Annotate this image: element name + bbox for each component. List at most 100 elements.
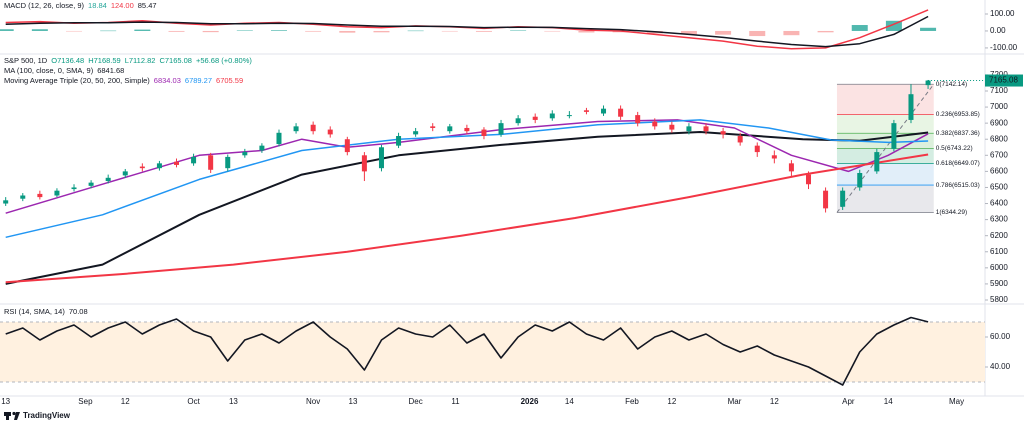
x-tick-label: Oct [187,397,200,406]
histogram-bar [817,30,834,33]
histogram-bar [885,20,902,31]
fib-label: 0.236(6953.85) [936,111,980,118]
candle-body [327,129,333,135]
y-tick-label: 6800 [990,134,1008,143]
candle-body [396,136,402,146]
histogram-bar [578,30,595,33]
ohlc-value: L7112.82 [124,56,156,65]
x-tick-label: Apr [842,397,855,406]
candle-body [823,190,829,209]
x-tick-label: 2026 [521,397,539,406]
y-tick-label: 6500 [990,183,1008,192]
candle-body [618,108,624,117]
candle-body [669,124,675,130]
candle-body [566,115,572,117]
candle-body [71,187,77,190]
histogram-bar [66,30,83,32]
fib-label: 0.618(6649.07) [936,160,980,167]
y-tick-label: 6600 [990,166,1008,175]
candle-body [908,94,914,120]
macd-header: MACD (12, 26, close, 9) 18.84 124.00 85.47 [4,1,161,11]
candle-body [156,163,162,169]
histogram-bar [783,30,800,36]
x-tick-label: 13 [1,397,10,406]
fib-label: 1(6344.29) [936,209,967,216]
y-tick-label: 7000 [990,102,1008,111]
candle-body [652,121,658,127]
candle-body [225,156,231,169]
x-tick-label: 12 [667,397,676,406]
y-tick-label: 6100 [990,247,1008,256]
header-row: S&P 500, 1D O7136.48 H7168.59 L7112.82 C7165… [4,56,256,66]
indicator-title: MACD (12, 26, close, 9) [4,1,85,10]
y-tick-label: 5900 [990,279,1008,288]
last-price-tag [985,74,1023,87]
y-tick-label: 6000 [990,263,1008,272]
candle-body [737,136,743,143]
indicator-value: 124.00 [110,1,134,10]
candle-body [139,166,145,169]
y-tick-label: 40.00 [990,362,1011,371]
candle-body [703,126,709,132]
histogram-bar [134,29,151,31]
x-tick-label: 14 [884,397,893,406]
candle-body [242,152,248,156]
histogram-bar [168,30,185,32]
candle-body [532,116,538,120]
candle-body [413,131,419,135]
y-tick-label: -100.00 [990,43,1018,52]
histogram-bar [0,29,14,31]
fib-zone [836,114,934,134]
indicator-title: RSI (14, SMA, 14) [4,307,65,316]
candle-body [601,108,607,114]
y-tick-label: 60.00 [990,332,1011,341]
moving-average [5,131,929,285]
histogram-bar [373,30,390,33]
fib-label: 0(7142.14) [936,81,967,88]
candle-body [549,113,555,119]
rsi-line [5,316,929,386]
brand-name: TradingView [23,411,71,420]
macd-line [5,9,929,50]
fib-trend [836,83,935,213]
x-tick-label: Mar [728,397,742,406]
candle-body [515,118,521,124]
symbol-title: S&P 500, 1D [4,56,48,65]
indicator-title: MA (100, close, 0, SMA, 9) [4,66,94,75]
histogram-bar [544,30,561,32]
candle-body [481,129,487,137]
indicator-title: Moving Average Triple (20, 50, 200, Simp… [4,76,150,85]
candle-body [174,161,180,165]
histogram-bar [31,29,48,31]
candle-body [447,126,453,132]
candle-body [378,147,384,169]
candle-body [105,177,111,182]
y-tick-label: 100.00 [990,9,1015,18]
x-tick-label: Sep [78,397,93,406]
histogram-bar [339,30,356,33]
histogram-bar [407,30,424,32]
y-tick-label: 6700 [990,150,1008,159]
indicator-value: 6789.27 [184,76,213,85]
header-row: RSI (14, SMA, 14) 70.08 [4,307,92,317]
ohlc-value: O7136.48 [51,56,85,65]
histogram-bar [475,30,492,32]
candle-body [344,139,350,153]
candle-body [122,171,128,176]
histogram-bar [510,30,527,31]
histogram-bar [305,30,322,32]
fib-zone [836,84,934,115]
histogram-bar [680,30,697,35]
candle-body [805,174,811,185]
candle-body [20,195,26,199]
fib-label: 0.382(6837.36) [936,130,980,137]
ohlc-value: C7165.08 [159,56,192,65]
histogram-bar [749,30,766,37]
moving-average [5,119,929,239]
histogram-bar [441,30,458,32]
candle-body [37,193,43,198]
candle-body [874,152,880,172]
y-tick-label: 7100 [990,86,1008,95]
ohlc-value: H7168.59 [88,56,121,65]
